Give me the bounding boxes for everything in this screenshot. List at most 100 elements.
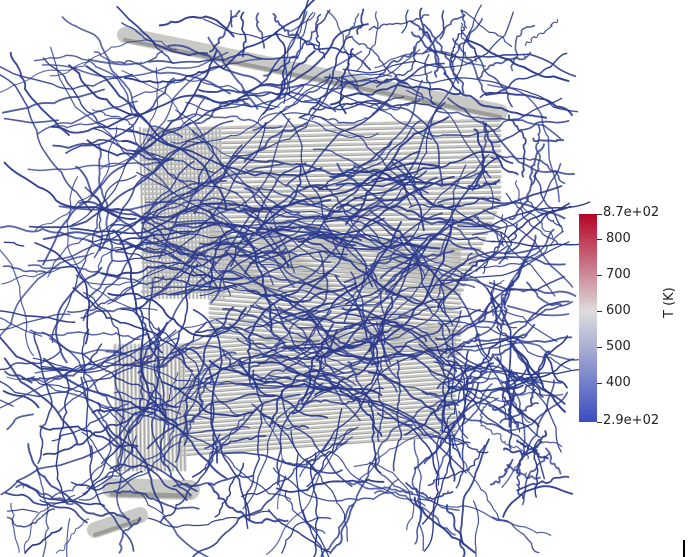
streamline [318,168,429,194]
streamline [51,115,137,129]
streamline [182,377,212,438]
streamline [261,312,336,375]
streamline [458,391,569,432]
streamline [392,359,403,472]
streamline [147,58,263,142]
streamline [1,88,105,114]
streamline [491,355,562,453]
streamline [287,309,332,352]
streamline [502,485,574,518]
streamline [437,253,473,298]
streamline [66,518,71,557]
streamline [312,148,488,186]
streamline [120,231,255,250]
streamline [272,12,298,37]
streamline [439,10,445,40]
streamline [82,291,123,366]
streamline [437,333,481,359]
streamline [284,489,326,534]
streamline [33,54,134,116]
streamline [348,260,411,368]
streamline [262,31,287,115]
streamline [490,155,566,185]
streamline [474,336,573,343]
streamline [342,11,514,74]
streamline [75,266,192,286]
streamline [442,360,461,458]
streamline [258,410,310,430]
streamline [6,413,34,431]
streamline [375,31,429,79]
streamline [0,310,76,323]
streamline [136,171,295,288]
streamline [0,335,69,372]
streamline [81,328,92,458]
streamline [419,7,432,43]
streamline [426,97,563,137]
streamline [429,237,566,266]
streamline [228,323,287,349]
streamline [485,91,573,117]
streamline [134,245,268,300]
streamline [244,369,264,530]
streamline [445,504,466,557]
streamline [174,249,304,304]
streamline [505,192,559,245]
streamline [503,234,537,306]
streamline [510,342,537,406]
streamline [21,333,148,382]
streamline [276,382,324,486]
streamline [268,233,410,270]
streamline [300,323,334,403]
streamline [484,122,519,176]
tube [178,398,457,422]
streamline [251,403,319,475]
streamline [198,23,369,94]
colorbar-max-label: 8.7e+02 [603,205,660,220]
streamline [0,249,35,357]
streamline [34,126,118,231]
streamline [311,96,405,124]
streamline [322,101,446,224]
streamline [393,345,450,434]
streamline [238,322,358,365]
streamline [82,160,195,322]
streamline [143,203,268,219]
streamline [507,205,572,239]
streamline [352,37,424,101]
streamline [515,180,554,239]
streamline [89,445,135,552]
streamline [298,36,354,119]
streamline [515,349,566,413]
streamline [490,120,570,144]
streamline [304,120,422,189]
streamline [472,500,480,557]
streamline [262,413,283,510]
streamline [489,458,514,486]
tube-shade [179,417,456,439]
streamline [300,117,379,139]
streamline [343,249,455,284]
streamline [57,347,186,414]
streamline [223,451,343,474]
streamline [255,225,374,288]
streamline [244,233,362,275]
tube [178,429,457,453]
streamline [6,508,39,513]
streamline [461,31,513,108]
streamline [421,362,495,397]
streamline [410,31,447,76]
streamline [162,515,210,557]
streamline [0,352,126,409]
streamline [413,382,480,470]
streamline [427,444,486,487]
streamline [199,199,274,286]
streamline [453,341,582,361]
streamline [341,77,444,186]
streamline [173,380,272,408]
streamline [141,163,284,224]
colorbar-tick-mark [597,239,602,241]
streamline [255,304,361,422]
streamline [109,463,188,502]
